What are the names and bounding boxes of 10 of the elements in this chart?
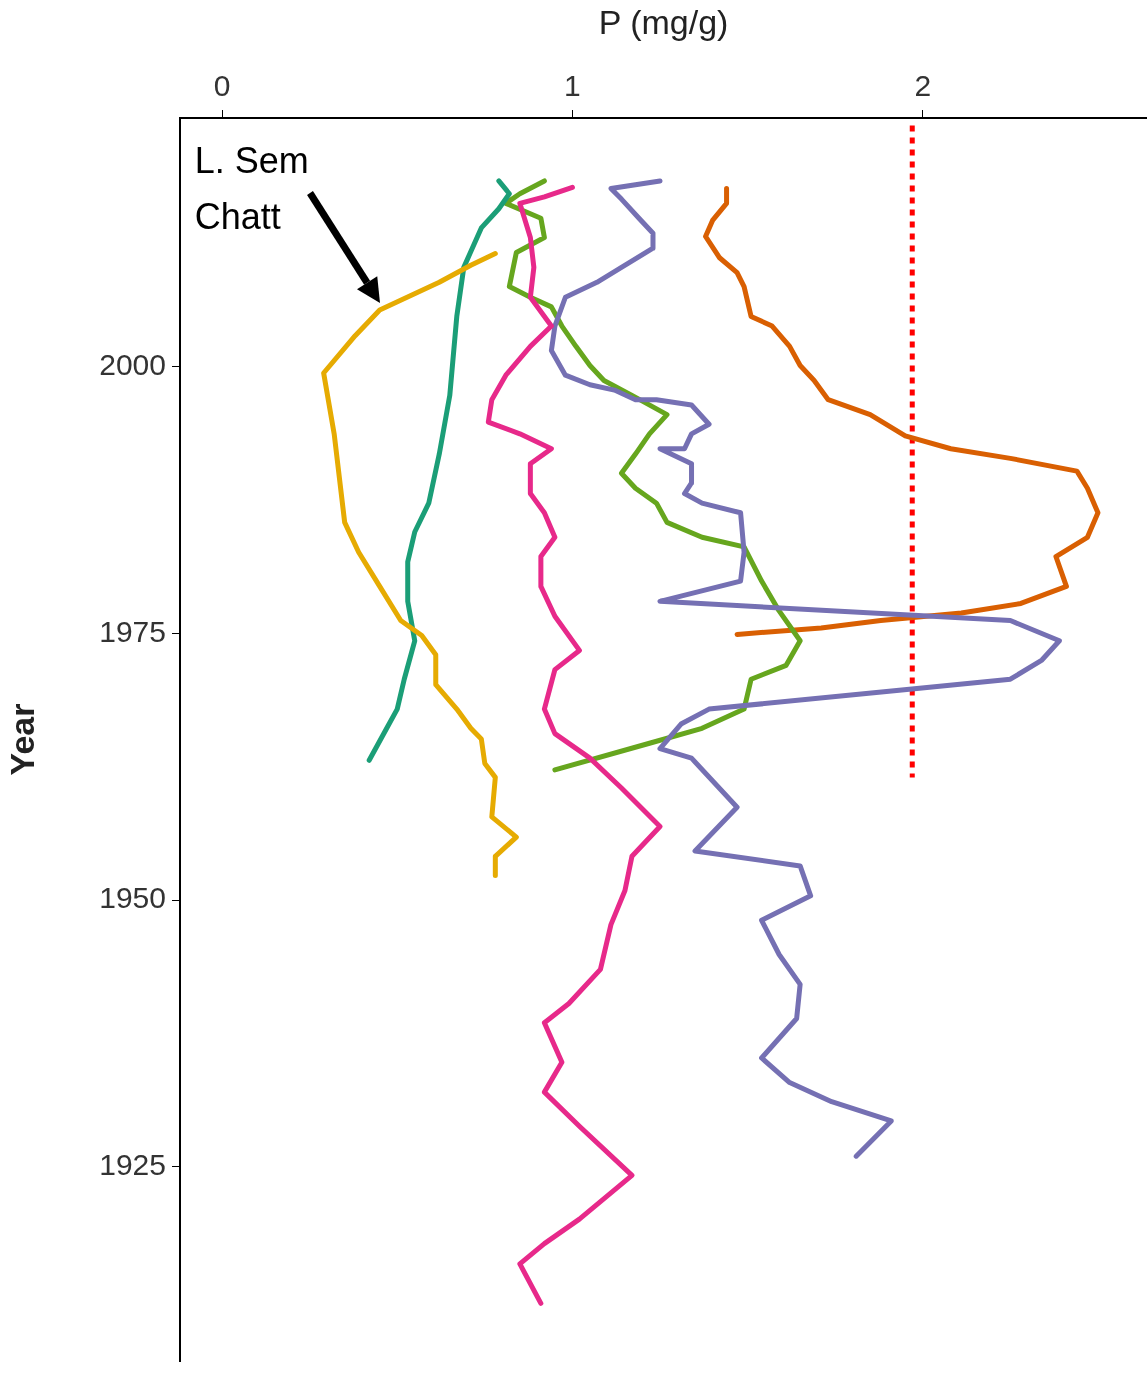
annotation: L. Sem Chatt — [194, 139, 309, 237]
y-tick-label: 1975 — [99, 614, 166, 648]
y-axis-title: Year — [2, 703, 41, 776]
y-tick-label: 1925 — [99, 1148, 166, 1182]
x-tick-label: 0 — [213, 69, 231, 103]
x-tick-label: 2 — [914, 69, 932, 103]
x-axis-title: P (mg/g) — [598, 2, 729, 41]
y-tick-label: 1950 — [99, 881, 166, 915]
x-tick-label: 1 — [564, 69, 581, 103]
y-tick-label: 2000 — [99, 347, 166, 381]
